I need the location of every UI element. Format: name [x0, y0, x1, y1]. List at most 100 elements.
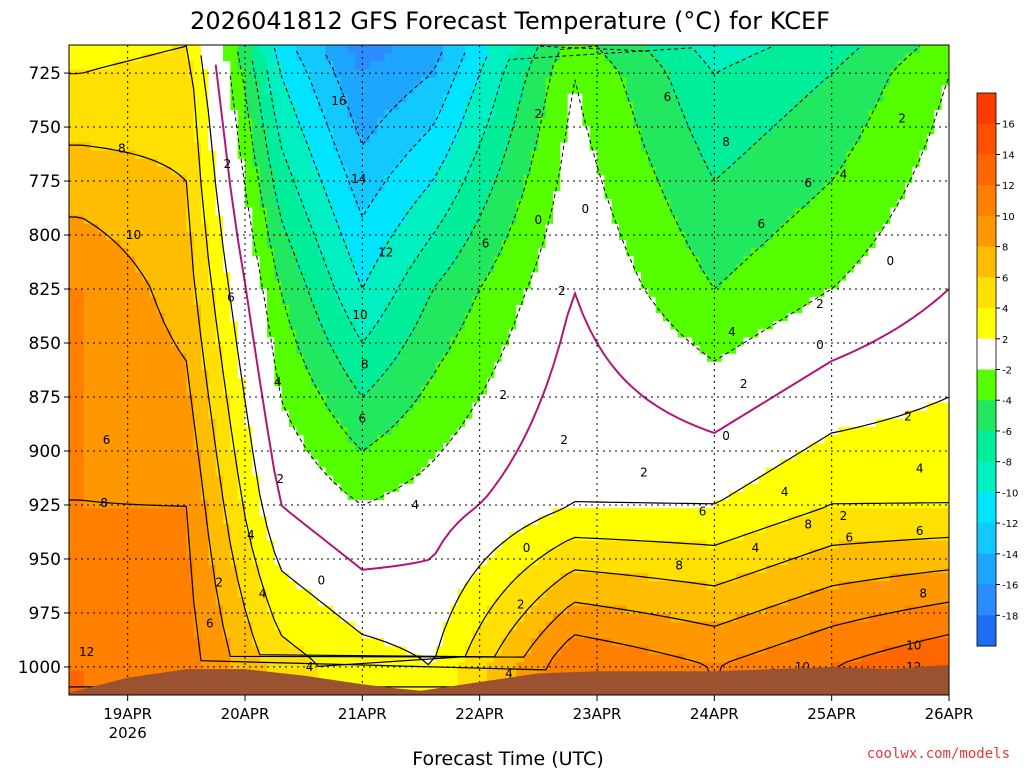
temp-cell — [457, 272, 466, 282]
temp-cell — [399, 443, 407, 452]
temp-cell — [157, 467, 165, 477]
temp-cell — [149, 378, 158, 387]
temp-cell — [501, 451, 510, 460]
temp-cell — [127, 605, 136, 615]
temp-cell — [208, 467, 217, 477]
temp-cell — [98, 597, 107, 607]
temp-cell — [347, 410, 356, 420]
temp-cell — [465, 337, 473, 347]
temp-cell — [157, 378, 165, 387]
temp-cell — [325, 451, 334, 460]
temp-cell — [509, 565, 517, 574]
temp-cell — [245, 45, 253, 54]
temp-cell — [509, 126, 517, 135]
temp-cell — [113, 305, 121, 314]
temp-cell — [399, 61, 407, 70]
temp-cell — [69, 288, 77, 298]
temp-cell — [91, 654, 99, 664]
temp-cell — [355, 589, 363, 599]
temp-cell — [303, 256, 312, 265]
temp-cell — [435, 142, 444, 152]
temp-cell — [413, 110, 422, 119]
temp-cell — [245, 467, 253, 477]
temp-cell — [501, 613, 510, 623]
temp-cell — [69, 53, 77, 62]
temp-cell — [472, 418, 481, 428]
temp-cell — [186, 630, 195, 639]
temp-cell — [69, 231, 77, 241]
temp-cell — [289, 500, 297, 509]
temp-cell — [303, 426, 312, 436]
temp-cell — [479, 69, 488, 79]
temp-cell — [369, 613, 378, 623]
temp-cell — [391, 313, 400, 322]
temp-cell — [428, 280, 437, 290]
temp-cell — [105, 142, 114, 152]
temp-cell — [465, 638, 473, 647]
temp-cell — [399, 199, 407, 209]
temp-cell — [245, 386, 253, 395]
temp-cell — [267, 345, 275, 355]
temp-cell — [164, 329, 173, 339]
temp-cell — [311, 451, 319, 460]
temp-cell — [421, 110, 429, 119]
temp-cell — [281, 573, 290, 582]
temp-cell — [516, 483, 525, 493]
temp-cell — [421, 524, 429, 534]
temp-cell — [369, 118, 378, 127]
temp-cell — [509, 158, 517, 168]
temp-cell — [201, 394, 209, 404]
temp-cell — [362, 516, 371, 525]
temp-cell — [325, 426, 334, 436]
temp-cell — [479, 548, 488, 558]
temp-cell — [267, 313, 275, 322]
temp-cell — [208, 296, 217, 306]
temp-cell — [303, 199, 312, 209]
temp-cell — [479, 280, 488, 290]
temp-cell — [201, 191, 209, 200]
temp-cell — [83, 573, 92, 582]
temp-cell — [494, 207, 503, 217]
temp-cell — [252, 402, 261, 412]
temp-cell — [164, 305, 173, 314]
temp-cell — [413, 678, 422, 688]
temp-cell — [516, 85, 525, 95]
temp-cell — [362, 394, 371, 404]
temp-cell — [303, 240, 312, 249]
temp-cell — [318, 402, 327, 412]
temp-cell — [391, 61, 400, 70]
temp-cell — [171, 491, 180, 501]
temp-cell — [501, 158, 510, 168]
temp-cell — [142, 101, 151, 111]
temp-cell — [325, 638, 334, 647]
temp-cell — [318, 621, 327, 631]
temp-cell — [91, 638, 99, 647]
temp-cell — [281, 638, 290, 647]
temp-cell — [487, 532, 495, 542]
temp-cell — [384, 410, 393, 420]
temp-cell — [406, 256, 415, 265]
temp-cell — [377, 654, 385, 664]
temp-cell — [289, 248, 297, 257]
temp-cell — [281, 329, 290, 339]
temp-cell — [428, 166, 437, 176]
temp-cell — [509, 85, 517, 95]
temp-cell — [391, 670, 400, 680]
temp-cell — [413, 215, 422, 225]
temp-cell — [171, 240, 180, 249]
temp-cell — [267, 256, 275, 265]
temp-cell — [479, 613, 488, 623]
temp-cell — [289, 264, 297, 274]
temp-cell — [516, 435, 525, 444]
temp-cell — [193, 491, 202, 501]
temp-cell — [186, 45, 195, 54]
temp-cell — [333, 191, 341, 200]
temp-cell — [149, 183, 158, 192]
temp-cell — [413, 345, 422, 355]
temp-cell — [318, 329, 327, 339]
temp-cell — [457, 45, 466, 54]
temp-cell — [472, 69, 481, 79]
temp-cell — [421, 305, 429, 314]
temp-cell — [171, 118, 180, 127]
temp-cell — [516, 321, 525, 330]
